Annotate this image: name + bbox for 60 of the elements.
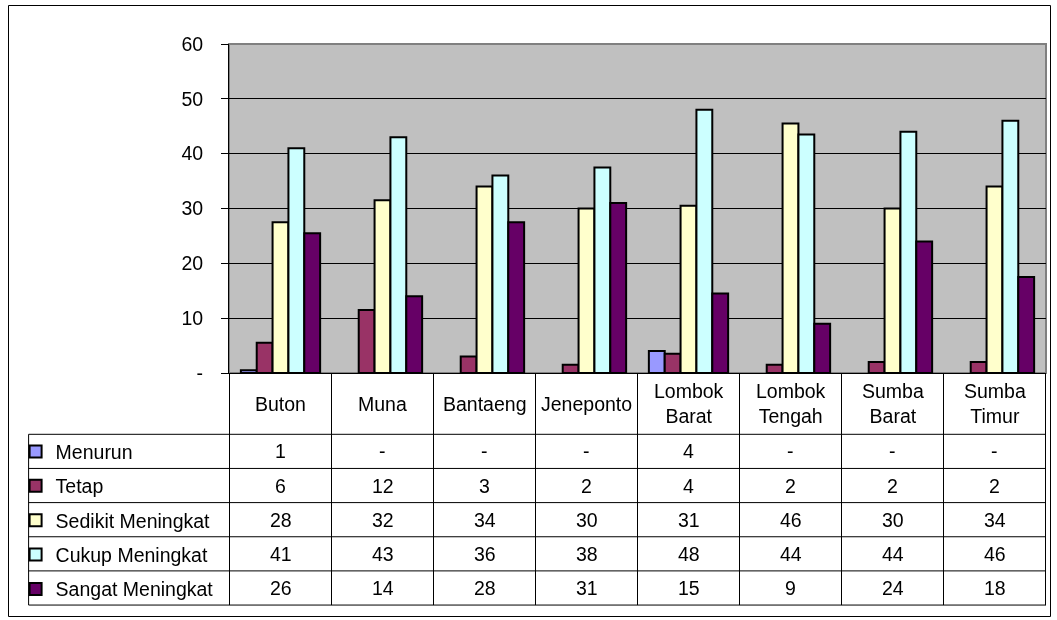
legend-label: Cukup Meningkat xyxy=(55,544,208,567)
x-tick-label: Muna xyxy=(358,393,407,415)
data-label: 2 xyxy=(581,475,592,497)
data-label: - xyxy=(889,440,896,462)
data-label: - xyxy=(787,440,794,462)
data-label: 15 xyxy=(678,577,700,599)
data-label: 4 xyxy=(683,475,694,497)
data-label: 2 xyxy=(989,475,1000,497)
y-tick-label: 40 xyxy=(181,142,204,165)
x-tick-label: Jeneponto xyxy=(541,393,633,415)
x-tick-label: Bantaeng xyxy=(443,393,527,415)
data-label: 28 xyxy=(270,509,292,531)
data-label: 2 xyxy=(887,475,898,497)
data-label: 3 xyxy=(479,475,490,497)
x-tick-label: Sumba Barat xyxy=(862,380,924,428)
data-label: 44 xyxy=(882,543,904,565)
y-tick-label: 20 xyxy=(181,252,204,275)
data-label: 9 xyxy=(785,577,796,599)
legend-label: Menurun xyxy=(55,441,133,464)
data-label: 24 xyxy=(882,577,904,599)
data-label: 41 xyxy=(270,543,292,565)
data-label: 43 xyxy=(372,543,394,565)
y-tick-label: - xyxy=(196,361,204,384)
y-tick-label: 60 xyxy=(181,32,204,55)
x-tick-label: Lombok Barat xyxy=(654,380,724,428)
data-label: 46 xyxy=(984,543,1006,565)
data-label: 44 xyxy=(780,543,802,565)
legend-label: Sangat Meningkat xyxy=(55,578,214,601)
data-label: 34 xyxy=(474,509,496,531)
data-label: - xyxy=(991,440,998,462)
data-label: 46 xyxy=(780,509,802,531)
legend-label: Sedikit Meningkat xyxy=(55,509,211,532)
data-label: 12 xyxy=(372,475,394,497)
data-label: 4 xyxy=(683,440,694,462)
x-tick-label: Sumba Timur xyxy=(964,380,1026,428)
data-label: 30 xyxy=(576,509,598,531)
y-tick-label: 10 xyxy=(181,307,204,329)
data-label: 31 xyxy=(678,509,700,531)
data-label: - xyxy=(481,440,488,462)
data-label: 18 xyxy=(984,577,1006,599)
data-label: - xyxy=(583,440,590,462)
data-label: 31 xyxy=(576,577,598,599)
data-label: 14 xyxy=(372,577,394,599)
data-label: 30 xyxy=(882,509,904,531)
y-tick-label: 50 xyxy=(181,87,204,110)
data-label: 2 xyxy=(785,475,796,497)
data-label: 32 xyxy=(372,509,394,531)
data-label: 36 xyxy=(474,543,496,565)
x-tick-label: Buton xyxy=(255,393,306,415)
data-label: 38 xyxy=(576,543,598,565)
data-label: 34 xyxy=(984,509,1006,531)
data-label: 1 xyxy=(275,440,286,462)
y-tick-label: 30 xyxy=(181,197,204,220)
data-label: 28 xyxy=(474,577,496,599)
data-label: 26 xyxy=(270,577,292,599)
x-tick-label: Lombok Tengah xyxy=(756,380,826,428)
legend-label: Tetap xyxy=(55,475,104,498)
data-label: - xyxy=(379,440,386,462)
data-label: 48 xyxy=(678,543,700,565)
data-label: 6 xyxy=(275,475,286,497)
